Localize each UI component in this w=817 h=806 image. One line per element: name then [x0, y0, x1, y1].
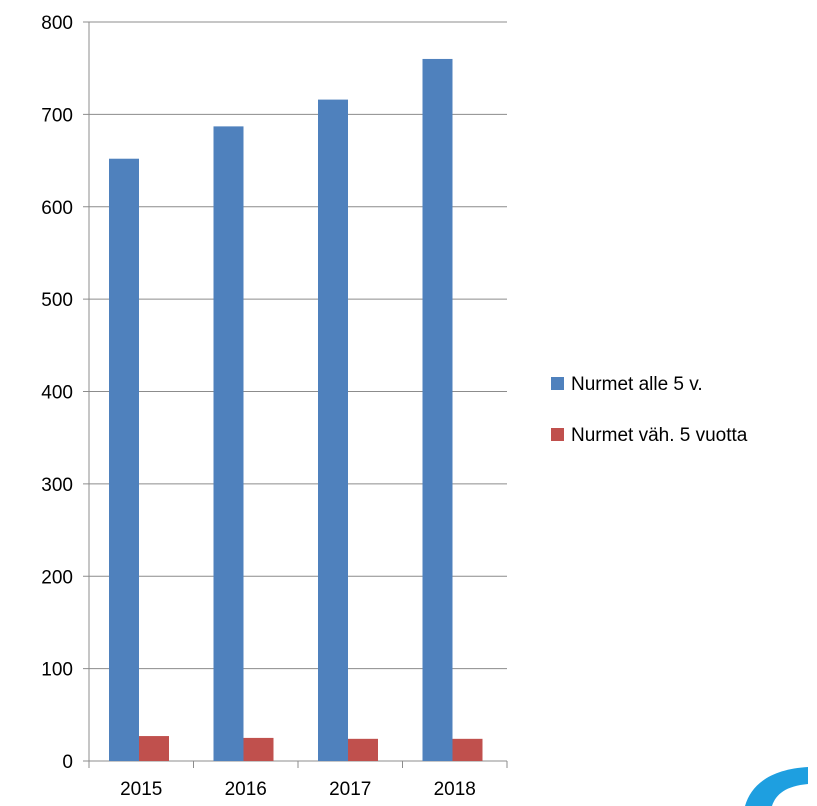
x-axis-ticks: 2015 2016 2017 2018 — [88, 761, 508, 800]
bars — [109, 58, 483, 762]
bar-2018-series-1 — [452, 738, 483, 761]
x-tick-label: 2018 — [434, 779, 476, 800]
x-tick-label: 2015 — [120, 779, 162, 800]
y-tick-label: 200 — [41, 567, 73, 588]
y-axis-ticks: 0 100 200 300 400 500 600 700 800 — [41, 13, 89, 773]
legend-label-nurmet-alle-5: Nurmet alle 5 v. — [571, 374, 703, 395]
y-tick-label: 400 — [41, 383, 73, 404]
partial-blue-swoosh-logo-icon — [745, 767, 808, 806]
y-tick-label: 600 — [41, 198, 73, 219]
legend-label-nurmet-vah-5: Nurmet väh. 5 vuotta — [571, 425, 748, 446]
bar-2017-series-1 — [348, 738, 378, 761]
bar-2015-series-0 — [109, 158, 139, 762]
bar-2016-series-0 — [213, 126, 244, 762]
y-tick-label: 800 — [41, 13, 73, 34]
legend: Nurmet alle 5 v. Nurmet väh. 5 vuotta — [551, 374, 748, 446]
y-tick-label: 700 — [41, 105, 73, 126]
x-tick-label: 2016 — [225, 779, 267, 800]
x-tick-label: 2017 — [329, 779, 371, 800]
bar-2018-series-0 — [422, 58, 453, 761]
bar-2016-series-1 — [243, 737, 274, 761]
legend-swatch-nurmet-alle-5 — [551, 377, 564, 390]
bar-2017-series-0 — [318, 99, 348, 762]
y-tick-label: 300 — [41, 475, 73, 496]
y-tick-label: 100 — [41, 660, 73, 681]
legend-swatch-nurmet-vah-5 — [551, 428, 564, 441]
bar-2015-series-1 — [139, 736, 169, 761]
y-tick-label: 500 — [41, 290, 73, 311]
y-tick-label: 0 — [62, 752, 73, 773]
gridlines — [89, 21, 507, 670]
